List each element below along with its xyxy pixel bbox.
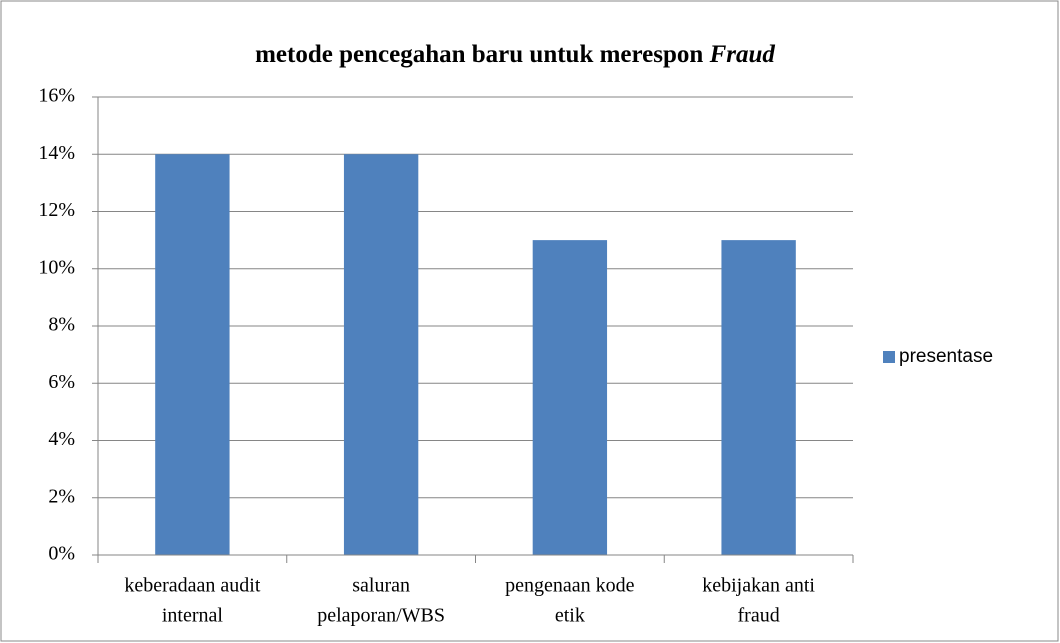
- y-tick-label: 8%: [48, 314, 75, 336]
- x-tick-label: pengenaan kode: [505, 575, 635, 597]
- y-tick-label: 16%: [38, 85, 75, 107]
- title-text: metode pencegahan baru untuk merespon: [255, 41, 703, 68]
- bar: [532, 240, 608, 555]
- y-tick-label: 14%: [38, 142, 75, 164]
- y-tick-label: 0%: [48, 543, 75, 565]
- y-tick-label: 6%: [48, 371, 75, 393]
- chart-title: metode pencegahan baru untuk merespon Fr…: [255, 41, 775, 68]
- x-tick-label: kebijakan anti: [702, 575, 815, 597]
- legend-label: presentase: [899, 346, 993, 367]
- y-tick-label: 4%: [48, 428, 75, 450]
- legend-swatch: [883, 351, 895, 363]
- x-tick-label: internal: [162, 605, 224, 627]
- x-tick-label: etik: [555, 605, 585, 627]
- x-tick-label: pelaporan/WBS: [317, 605, 445, 627]
- title-emphasis: Fraud: [709, 41, 776, 68]
- x-tick-label: keberadaan audit: [124, 575, 260, 597]
- y-tick-label: 10%: [38, 256, 75, 278]
- y-tick-label: 12%: [38, 199, 75, 221]
- x-tick-label: fraud: [738, 605, 780, 627]
- bar: [343, 154, 419, 555]
- x-tick-label: saluran: [352, 575, 410, 597]
- y-tick-label: 2%: [48, 485, 75, 507]
- bar: [721, 240, 796, 555]
- bar: [155, 154, 230, 555]
